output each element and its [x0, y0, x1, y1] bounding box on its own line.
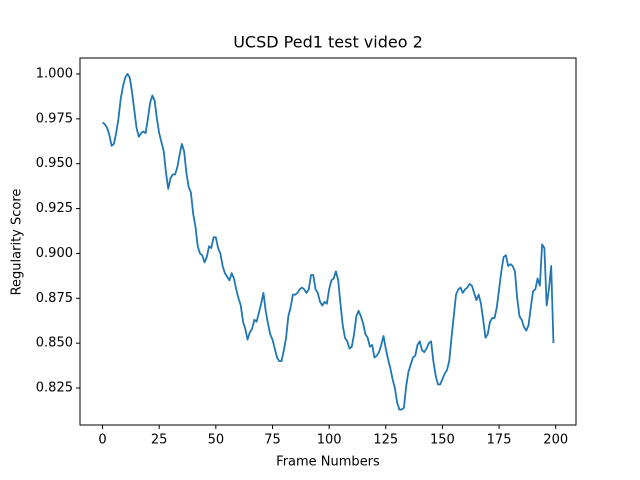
- x-tick-label: 100: [317, 433, 342, 448]
- x-tick-label: 75: [264, 433, 281, 448]
- x-tick-label: 175: [487, 433, 512, 448]
- y-tick-label: 0.825: [36, 381, 73, 396]
- data-line: [101, 73, 555, 411]
- y-axis-label: Regularity Score: [10, 189, 25, 296]
- y-tick-label: 0.925: [36, 201, 73, 216]
- x-tick-label: 50: [208, 433, 225, 448]
- y-tick-label: 0.950: [36, 156, 73, 171]
- x-tick-label: 125: [373, 433, 398, 448]
- x-tick-label: 200: [543, 433, 568, 448]
- x-tick-label: 150: [430, 433, 455, 448]
- x-tick-label: 0: [98, 433, 106, 448]
- y-tick-label: 0.900: [36, 246, 73, 261]
- x-axis-label: Frame Numbers: [276, 455, 380, 470]
- x-tick-label: 25: [151, 433, 168, 448]
- y-tick-label: 0.850: [36, 336, 73, 351]
- y-tick-label: 0.975: [36, 111, 73, 126]
- chart-title: UCSD Ped1 test video 2: [233, 33, 423, 52]
- plot-frame: [79, 57, 577, 426]
- y-tick-label: 0.875: [36, 291, 73, 306]
- y-tick-label: 1.000: [36, 66, 73, 81]
